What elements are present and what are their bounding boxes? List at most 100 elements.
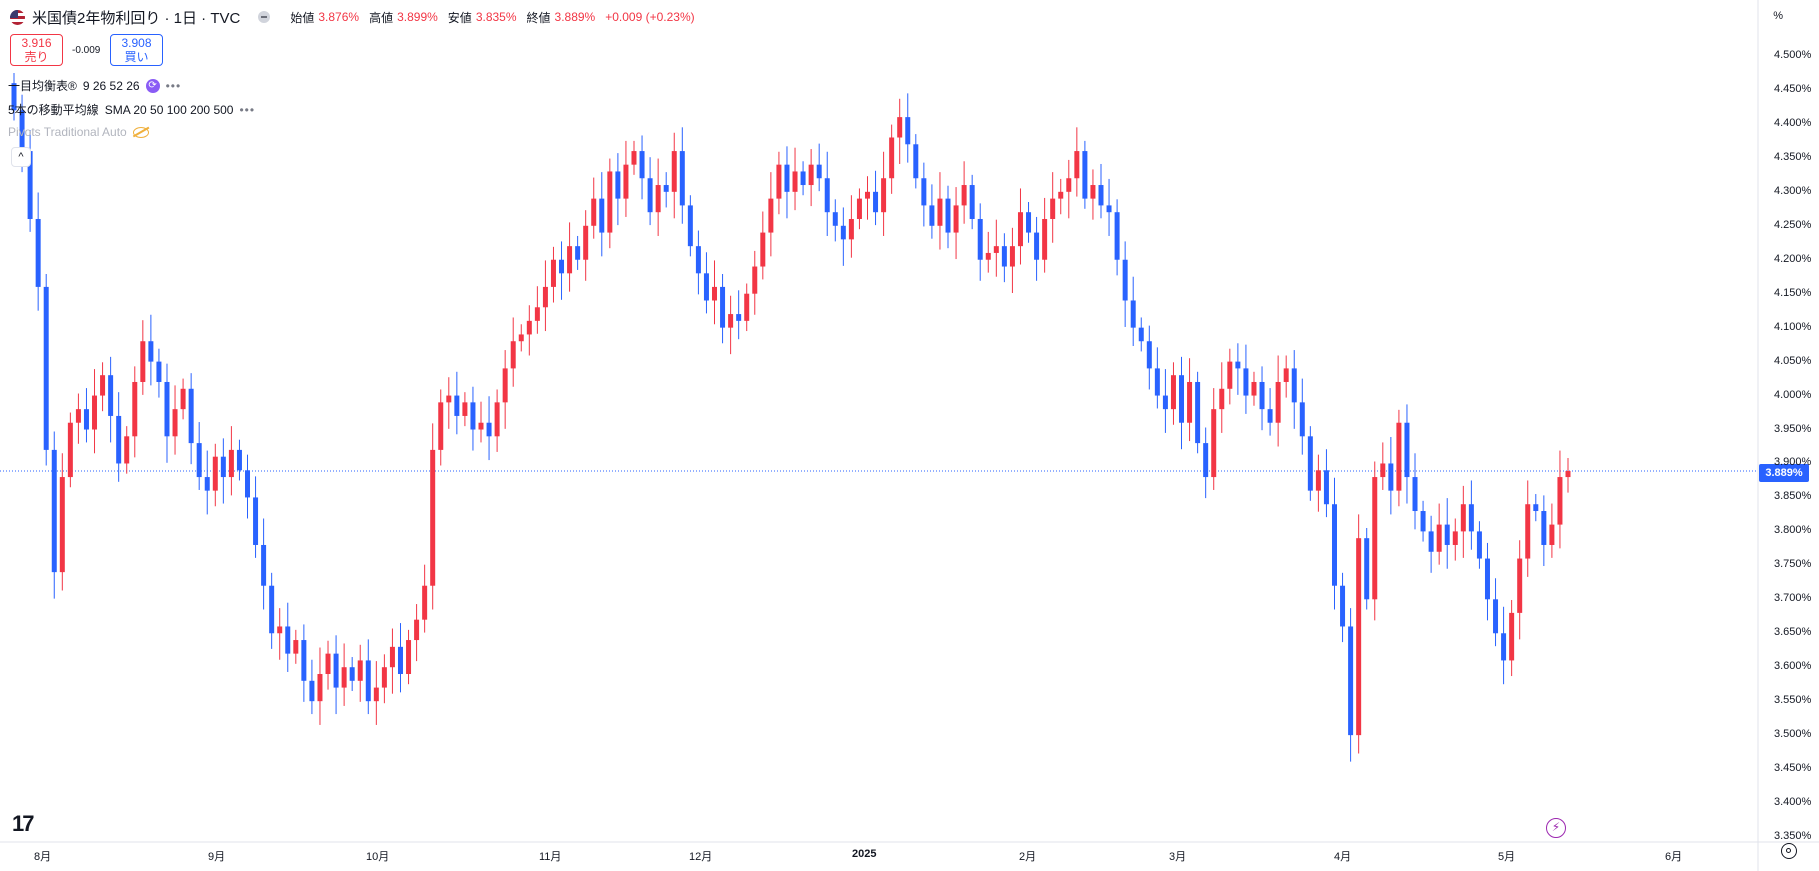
y-tick-label: 4.250% bbox=[1774, 218, 1812, 231]
candle bbox=[921, 162, 927, 227]
candle bbox=[945, 185, 951, 249]
candle bbox=[325, 640, 331, 690]
candle bbox=[905, 93, 911, 163]
candle bbox=[1219, 362, 1225, 433]
candle bbox=[623, 140, 629, 217]
sell-button[interactable]: 3.916 売り bbox=[10, 34, 63, 66]
candle bbox=[236, 439, 242, 481]
symbol-header[interactable]: 米国債2年物利回り · 1日 · TVC 始値 3.876% 高値 3.899%… bbox=[10, 7, 695, 27]
candle bbox=[438, 389, 444, 466]
candle bbox=[526, 305, 532, 356]
candle bbox=[75, 393, 81, 444]
candle bbox=[381, 654, 387, 704]
candle bbox=[1283, 355, 1289, 398]
tradingview-logo-icon[interactable]: 17 bbox=[12, 811, 35, 836]
more-icon[interactable]: ••• bbox=[165, 78, 182, 93]
candle bbox=[1098, 163, 1104, 219]
indicator-pivots[interactable]: Pivots Traditional Auto bbox=[8, 125, 149, 139]
candle bbox=[1323, 449, 1329, 518]
candle bbox=[510, 317, 516, 387]
eye-off-icon[interactable] bbox=[132, 126, 149, 138]
y-tick-label: 3.900% bbox=[1774, 456, 1812, 469]
candle bbox=[712, 260, 718, 325]
y-tick-label: 3.550% bbox=[1774, 694, 1812, 707]
candle bbox=[873, 170, 879, 226]
candle bbox=[1170, 362, 1176, 425]
x-tick-label: 12月 bbox=[689, 851, 713, 863]
candle bbox=[1179, 356, 1185, 450]
candle bbox=[808, 149, 814, 207]
candle bbox=[567, 222, 573, 292]
candle bbox=[1331, 477, 1337, 610]
indicator-label: 一目均衡表® bbox=[8, 79, 77, 93]
indicator-moving-averages[interactable]: 5本の移動平均線 SMA 20 50 100 200 500 ••• bbox=[8, 101, 255, 118]
candle bbox=[985, 231, 991, 273]
buy-button[interactable]: 3.908 買い bbox=[110, 34, 163, 66]
candle bbox=[1146, 325, 1152, 390]
settings-icon[interactable] bbox=[1781, 843, 1797, 859]
candle bbox=[1122, 241, 1128, 327]
candle bbox=[647, 157, 653, 226]
candle bbox=[164, 363, 170, 463]
candle bbox=[502, 350, 508, 429]
candle bbox=[969, 174, 975, 230]
candle bbox=[977, 203, 983, 281]
lightning-icon[interactable]: ⚡ bbox=[1546, 818, 1566, 838]
candle bbox=[1340, 572, 1346, 643]
candle bbox=[27, 130, 33, 232]
candle bbox=[430, 423, 436, 610]
candle bbox=[583, 210, 589, 281]
x-tick-label: 5月 bbox=[1498, 851, 1516, 863]
x-tick-label: 10月 bbox=[366, 851, 390, 863]
cycle-icon[interactable]: ⟳ bbox=[145, 78, 160, 93]
x-tick-label: 4月 bbox=[1334, 851, 1352, 863]
candle bbox=[422, 564, 428, 633]
indicator-ichimoku[interactable]: 一目均衡表® 9 26 52 26 ⟳ ••• bbox=[8, 77, 181, 94]
candle bbox=[83, 388, 89, 443]
candle bbox=[261, 518, 267, 610]
candle bbox=[100, 362, 106, 412]
candle bbox=[679, 127, 685, 224]
candle bbox=[864, 176, 870, 220]
minus-icon[interactable] bbox=[258, 11, 271, 23]
candle bbox=[43, 274, 49, 466]
candle bbox=[1412, 453, 1418, 530]
candle bbox=[1541, 495, 1547, 567]
candle bbox=[1017, 188, 1023, 265]
candle bbox=[897, 98, 903, 164]
candle bbox=[1106, 178, 1112, 236]
high-value: 3.899% bbox=[397, 10, 438, 24]
candle bbox=[414, 604, 420, 662]
candle bbox=[59, 453, 65, 591]
y-tick-label: 3.800% bbox=[1774, 524, 1812, 537]
candle bbox=[228, 426, 234, 496]
open-value: 3.876% bbox=[318, 10, 360, 24]
candle bbox=[341, 643, 347, 706]
y-tick-label: 4.400% bbox=[1774, 116, 1812, 129]
candle bbox=[1138, 317, 1144, 352]
candle bbox=[1452, 518, 1458, 561]
candle bbox=[397, 623, 403, 693]
candle bbox=[607, 158, 613, 249]
close-label: 終値 bbox=[526, 10, 551, 25]
candle bbox=[317, 647, 323, 725]
symbol-title[interactable]: 米国債2年物利回り · 1日 · TVC bbox=[32, 9, 241, 27]
candle bbox=[204, 450, 210, 515]
spread-value: -0.009 bbox=[72, 45, 101, 56]
candle bbox=[687, 195, 693, 257]
candle bbox=[1307, 426, 1313, 501]
candle bbox=[124, 426, 130, 474]
candle bbox=[1476, 521, 1482, 569]
candle bbox=[663, 172, 669, 208]
candle bbox=[196, 422, 202, 490]
candle bbox=[591, 177, 597, 239]
close-value: 3.889% bbox=[554, 10, 596, 24]
candle bbox=[1034, 216, 1040, 281]
y-tick-label: 4.150% bbox=[1774, 286, 1812, 299]
open-label: 始値 bbox=[290, 10, 315, 25]
collapse-up-icon[interactable]: ^ bbox=[11, 147, 31, 167]
candle bbox=[35, 192, 41, 311]
more-icon[interactable]: ••• bbox=[239, 102, 256, 117]
candle bbox=[1549, 503, 1555, 558]
